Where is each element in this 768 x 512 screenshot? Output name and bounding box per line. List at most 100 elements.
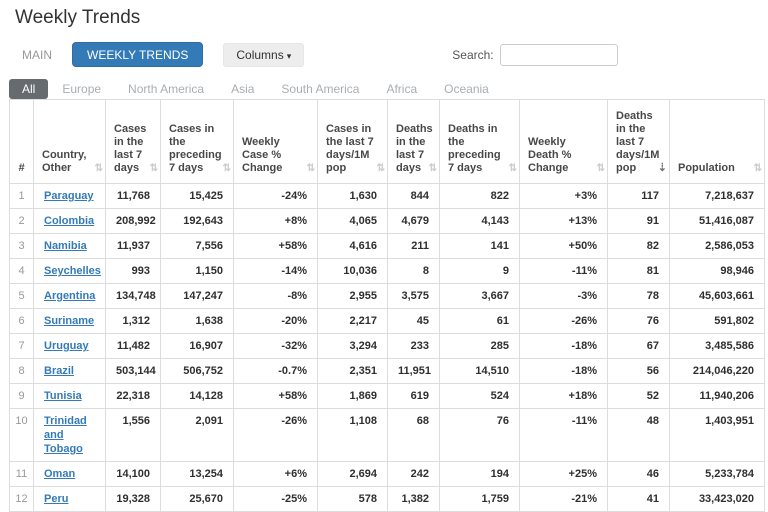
- cases-per-1m-value: 3,294: [317, 333, 388, 359]
- country-cell: Oman: [33, 461, 106, 487]
- deaths-preceding-7-days-value: 141: [439, 233, 520, 259]
- deaths-per-1m-value: 81: [607, 258, 670, 284]
- region-tab-all[interactable]: All: [9, 78, 49, 99]
- country-cell: Uruguay: [33, 333, 106, 359]
- columns-button-label: Columns: [236, 47, 284, 62]
- deaths-preceding-7-days-value: 822: [439, 183, 520, 209]
- country-cell: Suriname: [33, 308, 106, 334]
- header-country[interactable]: Country, Other: [33, 99, 106, 184]
- cases-per-1m-value: 4,616: [317, 233, 388, 259]
- deaths-last-7-days-value: 1,382: [387, 486, 440, 512]
- header-population[interactable]: Population: [669, 99, 765, 184]
- cases-preceding-7-days-value: 13,254: [160, 461, 234, 487]
- header-weekly-death-change[interactable]: Weekly Death % Change: [519, 99, 608, 184]
- country-link[interactable]: Paraguay: [44, 190, 94, 202]
- deaths-preceding-7-days-value: 14,510: [439, 358, 520, 384]
- header-weekly-case-change[interactable]: Weekly Case % Change: [233, 99, 318, 184]
- deaths-last-7-days-value: 11,951: [387, 358, 440, 384]
- region-tab-africa[interactable]: Africa: [386, 81, 418, 96]
- tab-weekly-trends[interactable]: WEEKLY TRENDS: [72, 42, 204, 67]
- country-cell: Seychelles: [33, 258, 106, 284]
- cases-preceding-7-days-value: 7,556: [160, 233, 234, 259]
- weekly-case-change-value: -26%: [233, 408, 318, 462]
- table-row: 12 Peru 19,328 25,670 -25% 578 1,382 1,7…: [9, 486, 765, 512]
- region-tab-north-america[interactable]: North America: [128, 81, 205, 96]
- population-value: 45,603,661: [669, 283, 765, 309]
- country-link[interactable]: Suriname: [44, 315, 95, 327]
- page-title: Weekly Trends: [15, 7, 141, 28]
- header-cases-last-7-days[interactable]: Cases in the last 7 days: [105, 99, 161, 184]
- search-input[interactable]: [499, 43, 618, 66]
- cases-per-1m-value: 2,955: [317, 283, 388, 309]
- header-cases-per-1m[interactable]: Cases in the last 7 days/1M pop: [317, 99, 388, 184]
- country-link[interactable]: Peru: [44, 493, 69, 505]
- region-tab-asia[interactable]: Asia: [231, 81, 255, 96]
- table-row: 5 Argentina 134,748 147,247 -8% 2,955 3,…: [9, 283, 765, 309]
- region-tab-europe[interactable]: Europe: [62, 81, 102, 96]
- cases-preceding-7-days-value: 15,425: [160, 183, 234, 209]
- country-cell: Peru: [33, 486, 106, 512]
- country-cell: Paraguay: [33, 183, 106, 209]
- header-deaths-per-1m[interactable]: Deaths in the last 7 days/1M pop: [607, 99, 670, 184]
- country-link[interactable]: Tunisia: [44, 390, 82, 402]
- cases-per-1m-value: 2,217: [317, 308, 388, 334]
- country-link[interactable]: Seychelles: [44, 265, 101, 277]
- cases-per-1m-value: 2,694: [317, 461, 388, 487]
- deaths-preceding-7-days-value: 9: [439, 258, 520, 284]
- deaths-last-7-days-value: 242: [387, 461, 440, 487]
- country-link[interactable]: Brazil: [44, 365, 74, 377]
- deaths-preceding-7-days-value: 285: [439, 333, 520, 359]
- deaths-last-7-days-value: 8: [387, 258, 440, 284]
- country-link[interactable]: Namibia: [44, 240, 87, 252]
- country-cell: Colombia: [33, 208, 106, 234]
- deaths-per-1m-value: 48: [607, 408, 670, 462]
- table-row: 10 Trinidad and Tobago 1,556 2,091 -26% …: [9, 408, 765, 462]
- deaths-preceding-7-days-value: 61: [439, 308, 520, 334]
- tab-main[interactable]: MAIN: [22, 47, 52, 62]
- row-rank: 8: [9, 358, 34, 384]
- weekly-death-change-value: -3%: [519, 283, 608, 309]
- row-rank: 3: [9, 233, 34, 259]
- search-label: Search:: [452, 47, 494, 62]
- sort-icon: [223, 162, 231, 175]
- country-link[interactable]: Argentina: [44, 290, 96, 302]
- header-deaths-last-7-days[interactable]: Deaths in the last 7 days: [387, 99, 440, 184]
- deaths-per-1m-value: 117: [607, 183, 670, 209]
- header-label: Weekly Case % Change: [242, 136, 283, 174]
- country-link[interactable]: Oman: [44, 468, 76, 480]
- header-cases-preceding-7-days[interactable]: Cases in the preceding 7 days: [160, 99, 234, 184]
- region-tab-south-america[interactable]: South America: [281, 81, 360, 96]
- toolbar: MAIN WEEKLY TRENDS Columns ▾ Search:: [22, 42, 768, 67]
- country-link[interactable]: Uruguay: [44, 340, 89, 352]
- header-label: Deaths in the last 7 days: [396, 123, 433, 174]
- deaths-preceding-7-days-value: 1,759: [439, 486, 520, 512]
- cases-last-7-days-value: 134,748: [105, 283, 161, 309]
- weekly-case-change-value: -24%: [233, 183, 318, 209]
- deaths-last-7-days-value: 4,679: [387, 208, 440, 234]
- header-deaths-preceding-7-days[interactable]: Deaths in the preceding 7 days: [439, 99, 520, 184]
- cases-per-1m-value: 10,036: [317, 258, 388, 284]
- cases-last-7-days-value: 993: [105, 258, 161, 284]
- population-value: 1,403,951: [669, 408, 765, 462]
- header-row: # Country, Other Cases in the last 7 day…: [9, 99, 765, 184]
- region-tab-oceania[interactable]: Oceania: [444, 81, 489, 96]
- country-link[interactable]: Colombia: [44, 215, 95, 227]
- sort-icon: [95, 162, 103, 175]
- cases-last-7-days-value: 14,100: [105, 461, 161, 487]
- table-row: 1 Paraguay 11,768 15,425 -24% 1,630 844 …: [9, 183, 765, 209]
- population-value: 11,940,206: [669, 383, 765, 409]
- weekly-death-change-value: -11%: [519, 408, 608, 462]
- sort-icon: [509, 162, 517, 175]
- row-rank: 4: [9, 258, 34, 284]
- deaths-per-1m-value: 56: [607, 358, 670, 384]
- row-rank: 10: [9, 408, 34, 462]
- cases-last-7-days-value: 19,328: [105, 486, 161, 512]
- country-link[interactable]: Trinidad and Tobago: [44, 415, 87, 455]
- cases-preceding-7-days-value: 1,150: [160, 258, 234, 284]
- sort-icon: [150, 162, 158, 175]
- cases-preceding-7-days-value: 2,091: [160, 408, 234, 462]
- population-value: 5,233,784: [669, 461, 765, 487]
- columns-button[interactable]: Columns ▾: [223, 42, 305, 67]
- cases-per-1m-value: 1,630: [317, 183, 388, 209]
- deaths-preceding-7-days-value: 524: [439, 383, 520, 409]
